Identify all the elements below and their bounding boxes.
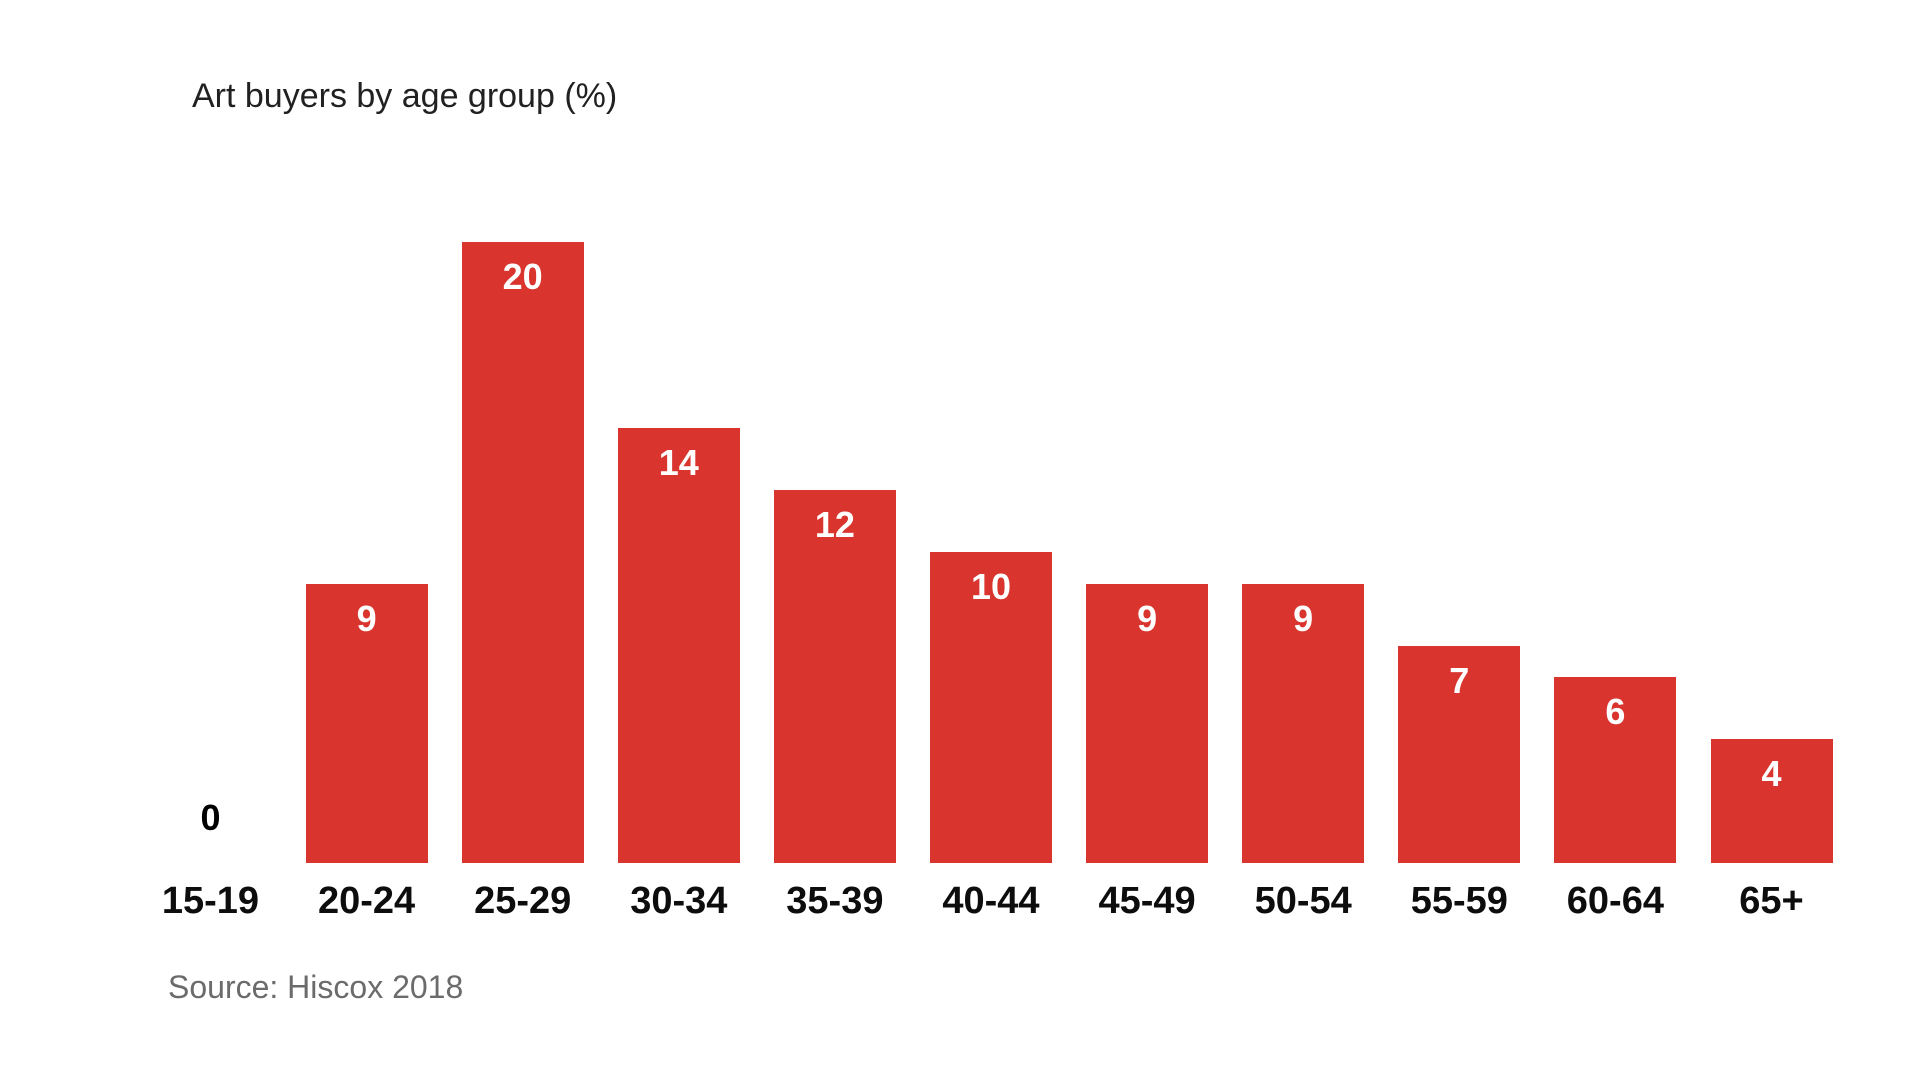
source-note: Source: Hiscox 2018 (168, 969, 464, 1005)
bar: 9 (1086, 584, 1209, 863)
bar: 12 (773, 490, 896, 863)
x-axis-tick-label: 15-19 (161, 880, 260, 922)
x-axis-tick-label: 50-54 (1254, 880, 1352, 922)
bar: 9 (1242, 584, 1365, 863)
bar-value-label: 9 (356, 598, 377, 639)
x-axis-tick-label: 25-29 (474, 880, 572, 922)
bar-value-label: 14 (658, 442, 699, 483)
x-axis-tick-label: 20-24 (317, 880, 416, 922)
bar: 10 (930, 552, 1052, 863)
chart-title: Art buyers by age group (%) (192, 77, 618, 115)
bar-value-label: 20 (502, 256, 543, 297)
bar: 20 (461, 242, 584, 863)
x-axis-tick-label: 45-49 (1098, 880, 1196, 922)
bar-value-label: 9 (1293, 598, 1314, 639)
bar-value-label-zero: 0 (200, 797, 221, 838)
x-axis-tick-label: 55-59 (1410, 880, 1508, 922)
x-axis-tick-label: 60-64 (1566, 880, 1664, 922)
bar: 9 (305, 584, 428, 863)
bar: 14 (617, 428, 740, 863)
bar-value-label: 12 (814, 504, 855, 545)
bar-value-label: 6 (1605, 691, 1626, 732)
x-axis-tick-label: 35-39 (786, 880, 884, 922)
bar: 7 (1398, 646, 1521, 863)
x-axis-tick-label: 65+ (1739, 880, 1804, 922)
bar-value-label: 4 (1761, 753, 1782, 794)
x-axis-tick-label: 40-44 (942, 880, 1040, 922)
bar-value-label: 9 (1137, 598, 1158, 639)
bar-value-label: 10 (970, 566, 1012, 607)
bar-value-label: 7 (1449, 660, 1470, 701)
bar: 6 (1554, 677, 1677, 863)
bar: 4 (1710, 739, 1833, 863)
x-axis-tick-label: 30-34 (630, 880, 728, 922)
